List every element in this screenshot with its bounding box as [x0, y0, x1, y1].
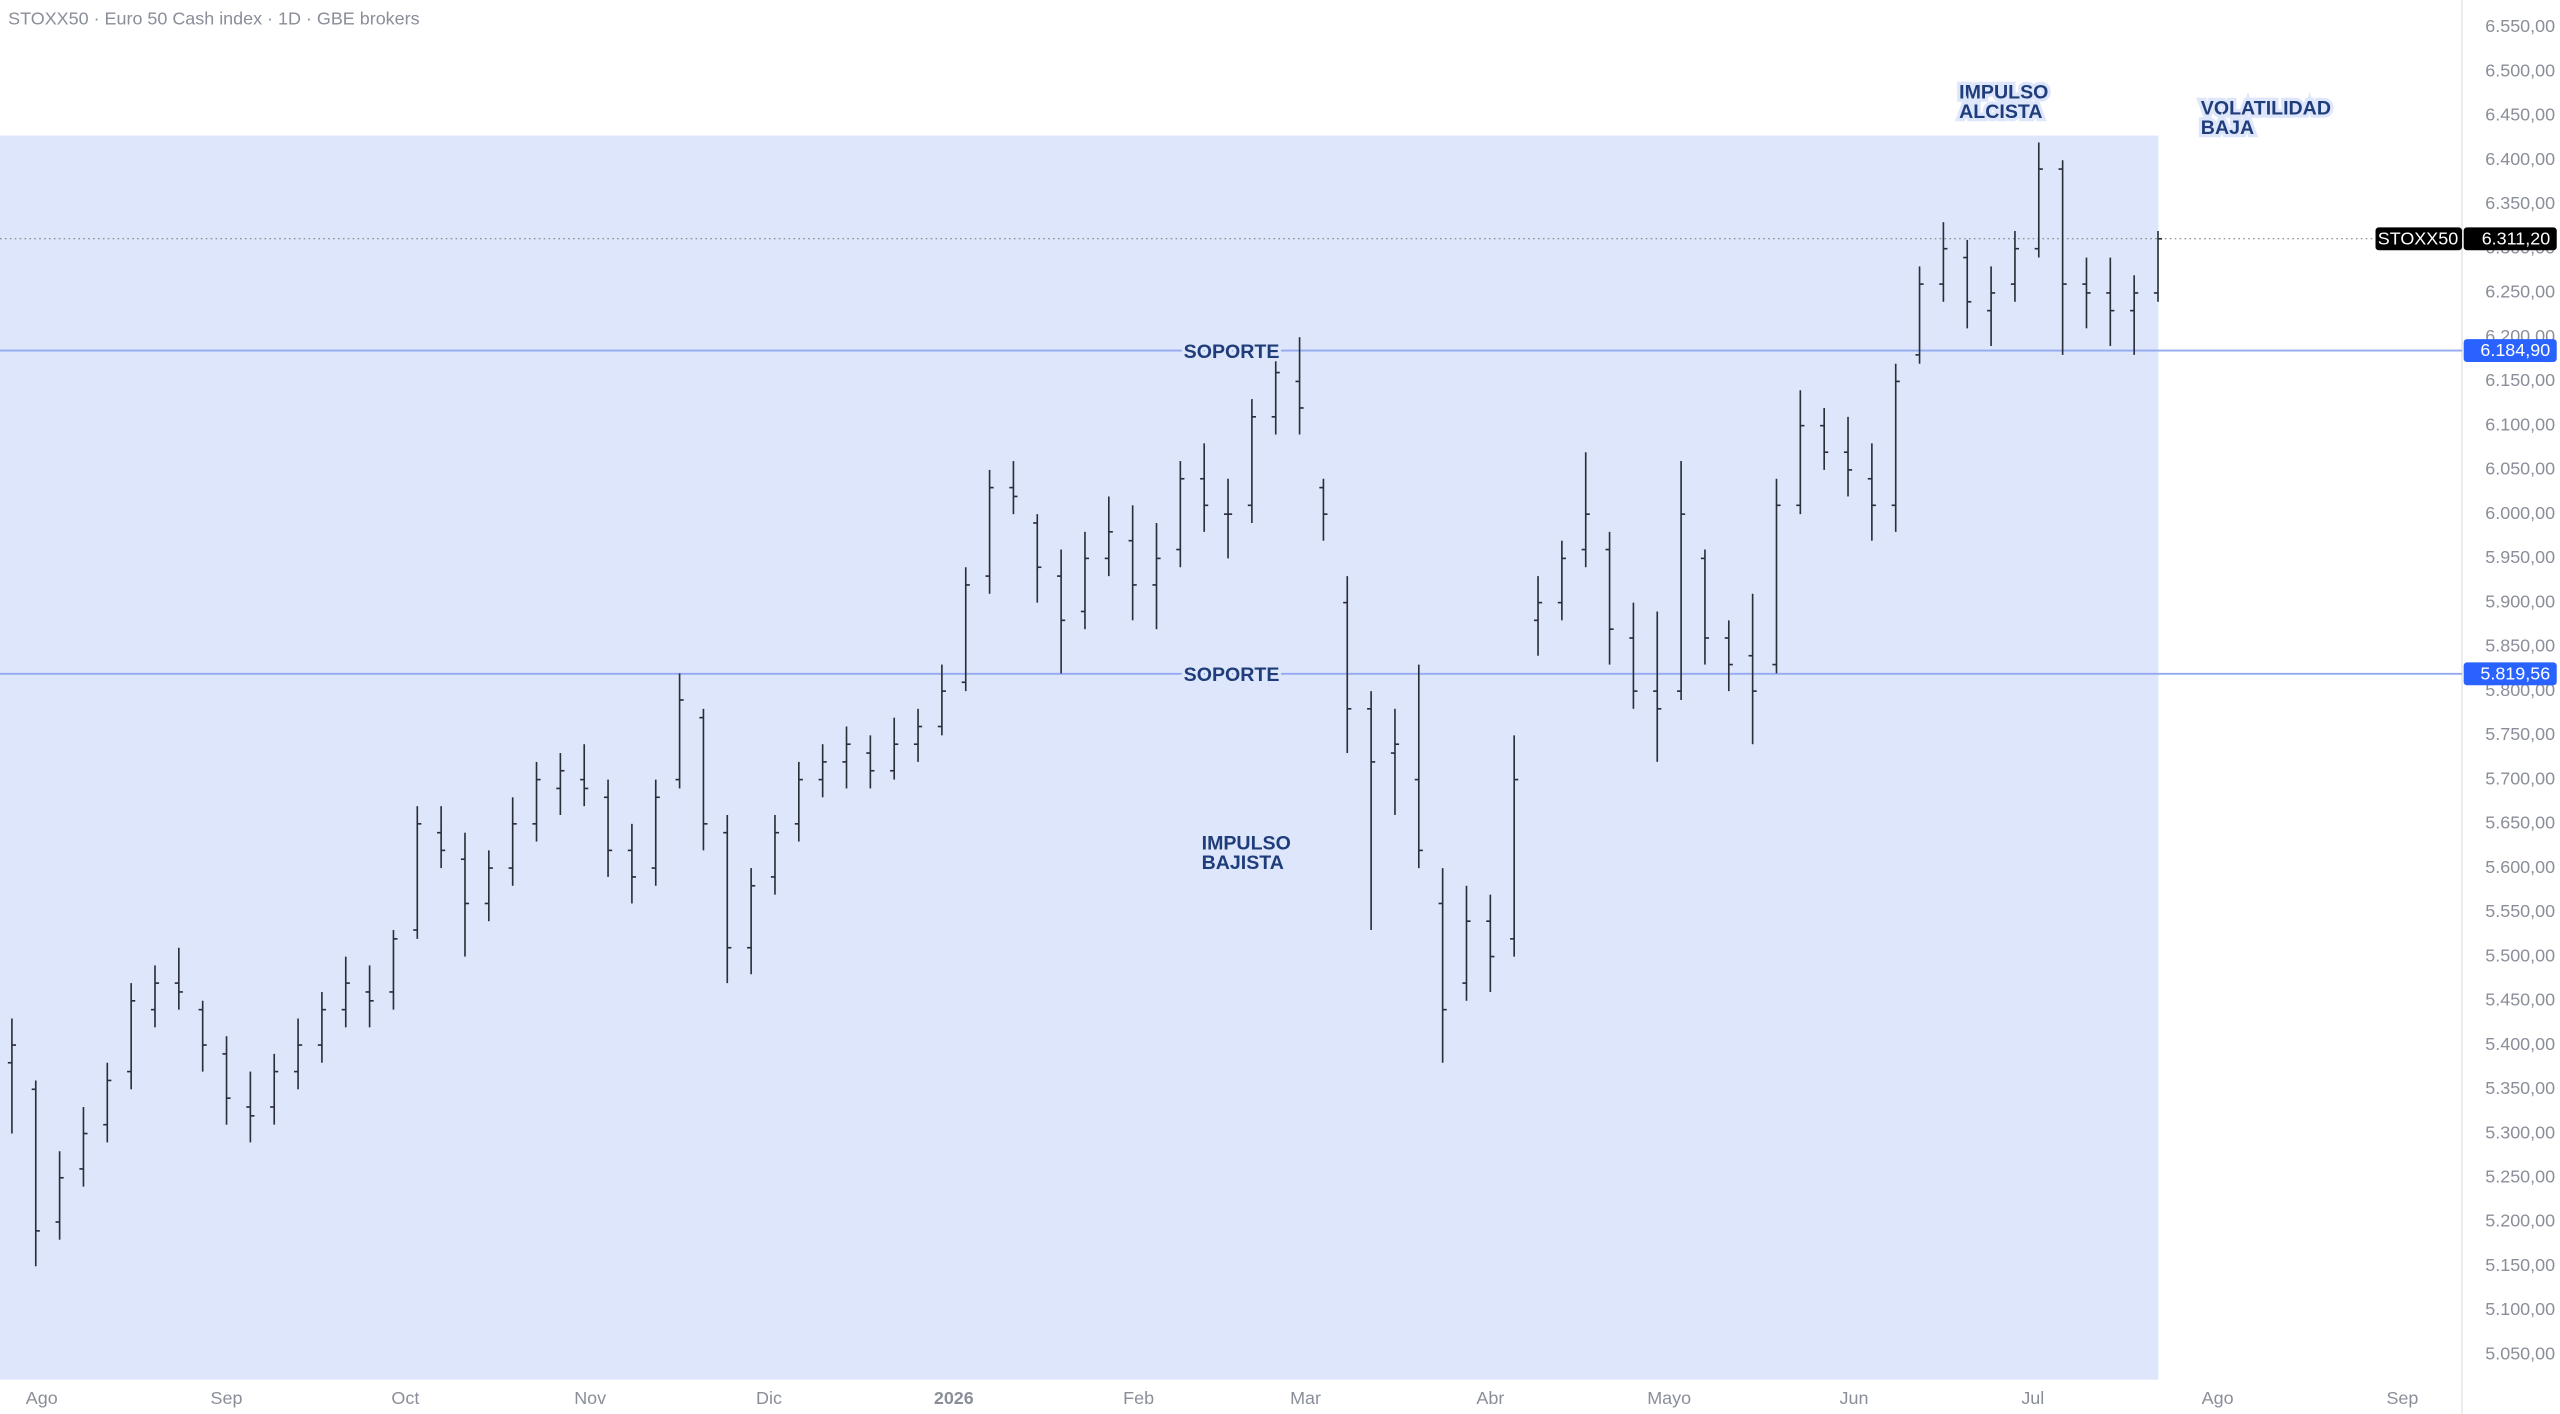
chart-title: STOXX50 · Euro 50 Cash index · 1D · GBE …	[8, 8, 419, 28]
y-tick-label: 6.400,00	[2485, 149, 2555, 169]
y-tick-label: 6.000,00	[2485, 503, 2555, 523]
y-tick-label: 5.950,00	[2485, 547, 2555, 567]
x-tick-label: Feb	[1123, 1388, 1154, 1408]
y-tick-label: 5.650,00	[2485, 813, 2555, 833]
x-tick-label: Mar	[1290, 1388, 1321, 1408]
x-tick-label: Oct	[391, 1388, 419, 1408]
x-tick-label: Sep	[211, 1388, 243, 1408]
y-tick-label: 5.150,00	[2485, 1255, 2555, 1275]
x-tick-label: Jul	[2021, 1388, 2044, 1408]
y-tick-label: 6.500,00	[2485, 60, 2555, 80]
y-tick-label: 5.700,00	[2485, 768, 2555, 788]
highlight-zone	[0, 135, 2159, 1380]
y-tick-label: 5.400,00	[2485, 1034, 2555, 1054]
price-tag-label: 6.184,90	[2480, 340, 2550, 360]
x-tick-label: Sep	[2386, 1388, 2418, 1408]
y-tick-label: 5.300,00	[2485, 1122, 2555, 1142]
annotation: VOLATILIDAD	[2201, 98, 2331, 120]
symbol-tag-label: STOXX50	[2378, 228, 2458, 248]
y-tick-label: 6.050,00	[2485, 459, 2555, 479]
x-tick-label: Mayo	[1647, 1388, 1691, 1408]
y-tick-label: 5.250,00	[2485, 1167, 2555, 1187]
y-tick-label: 5.550,00	[2485, 901, 2555, 921]
y-tick-label: 5.450,00	[2485, 990, 2555, 1010]
annotation: BAJA	[2201, 117, 2254, 139]
annotation: ALCISTA	[1959, 101, 2042, 123]
x-tick-label: Dic	[756, 1388, 782, 1408]
x-tick-label: Jun	[1840, 1388, 1869, 1408]
y-tick-label: 5.500,00	[2485, 945, 2555, 965]
y-tick-label: 6.450,00	[2485, 105, 2555, 125]
annotation: SOPORTE	[1184, 664, 1280, 686]
annotation: IMPULSO	[1202, 832, 1291, 854]
x-tick-label: Ago	[2202, 1388, 2234, 1408]
x-tick-label: Nov	[574, 1388, 606, 1408]
y-tick-label: 6.550,00	[2485, 16, 2555, 36]
y-tick-label: 5.750,00	[2485, 724, 2555, 744]
y-tick-label: 5.900,00	[2485, 591, 2555, 611]
annotation: SOPORTE	[1184, 341, 1280, 363]
annotation: IMPULSO	[1959, 81, 2048, 103]
price-tag	[2463, 227, 2557, 251]
y-tick-label: 5.350,00	[2485, 1078, 2555, 1098]
y-tick-label: 6.150,00	[2485, 370, 2555, 390]
price-tag	[2463, 662, 2557, 686]
y-tick-label: 5.850,00	[2485, 636, 2555, 656]
x-tick-label: Abr	[1476, 1388, 1504, 1408]
y-tick-label: 5.050,00	[2485, 1343, 2555, 1363]
annotation: BAJISTA	[1202, 852, 1284, 874]
y-tick-label: 5.600,00	[2485, 857, 2555, 877]
price-tag-label: 6.311,20	[2482, 228, 2551, 248]
x-tick-label: Ago	[26, 1388, 58, 1408]
price-tag-label: 5.819,56	[2480, 663, 2550, 683]
x-tick-label: 2026	[934, 1388, 974, 1408]
price-tag	[2463, 339, 2557, 362]
y-tick-label: 5.200,00	[2485, 1211, 2555, 1231]
y-tick-label: 5.100,00	[2485, 1299, 2555, 1319]
symbol-tag	[2375, 227, 2463, 251]
y-tick-label: 6.100,00	[2485, 414, 2555, 434]
y-tick-label: 6.350,00	[2485, 193, 2555, 213]
y-tick-label: 6.250,00	[2485, 282, 2555, 302]
